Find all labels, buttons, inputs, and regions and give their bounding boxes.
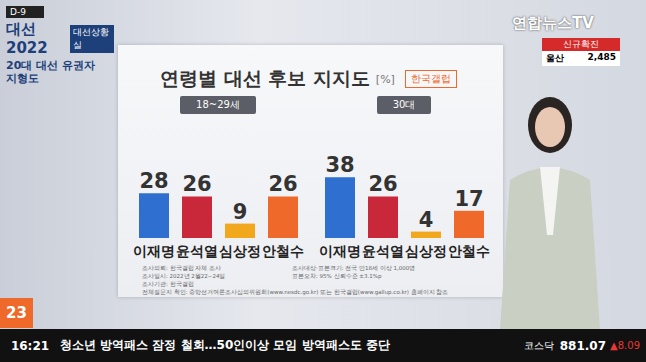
- svg-text:안철수: 안철수: [448, 243, 490, 259]
- html-text:조사일시: 2022년 2월22~24일: 조사일시: 2022년 2월22~24일: [142, 273, 226, 279]
- svg-text:26: 26: [268, 172, 297, 196]
- html-text:20대 대선 유권자 지형도: 20대 대선 유권자 지형도: [6, 59, 95, 85]
- svg-text:이재명: 이재명: [319, 243, 361, 259]
- svg-text:이재명: 이재명: [133, 243, 175, 259]
- html-text:코스닥 881.07 ▲8.09: 코스닥 881.07 ▲8.09: [523, 338, 640, 353]
- html-text:연합뉴스TV: 연합뉴스TV: [512, 14, 594, 32]
- html-text:23: 23: [6, 304, 27, 322]
- svg-text:윤석열: 윤석열: [362, 243, 404, 259]
- html-text:신규확진: 신규확진: [563, 39, 599, 49]
- svg-text:28: 28: [139, 169, 168, 193]
- html-text:대선2022: 대선2022: [6, 20, 48, 57]
- html-text:D-9: D-9: [10, 7, 26, 17]
- svg-text:안철수: 안철수: [262, 243, 304, 259]
- html-text:전체질문지 확인: 중앙선거여론조사심의위원회(www.ne: 전체질문지 확인: 중앙선거여론조사심의위원회(www.nesdc.go.kr)…: [142, 289, 449, 295]
- html-text:울산: 울산: [546, 53, 564, 63]
- svg-text:26: 26: [368, 172, 397, 196]
- svg-text:26: 26: [182, 172, 211, 196]
- html-text:한국갤럽: 한국갤럽: [410, 73, 451, 84]
- html-text:조사대상·표본크기: 전국 만18세 이상 1,000명: 조사대상·표본크기: 전국 만18세 이상 1,000명: [292, 265, 416, 271]
- html-text:2,485: 2,485: [587, 52, 616, 62]
- html-text:표본오차: 95% 신뢰수준 ±3.1%p: 표본오차: 95% 신뢰수준 ±3.1%p: [292, 273, 382, 279]
- svg-text:9: 9: [233, 200, 248, 224]
- svg-text:심상정: 심상정: [219, 243, 261, 259]
- html-text:18~29세: 18~29세: [196, 99, 240, 110]
- svg-text:17: 17: [454, 187, 483, 211]
- html-text:16:21: 16:21: [10, 338, 50, 353]
- svg-text:4: 4: [419, 208, 434, 232]
- html-text:대선상황실: 대선상황실: [72, 26, 109, 50]
- html-text:30대: 30대: [392, 99, 416, 110]
- svg-text:38: 38: [325, 153, 354, 177]
- html-text:조사의뢰: 한국갤럽 자체 조사: 조사의뢰: 한국갤럽 자체 조사: [142, 265, 222, 271]
- html-text:연령별 대선 후보 지지도 [%]: 연령별 대선 후보 지지도 [%]: [160, 67, 395, 89]
- svg-text:심상정: 심상정: [405, 243, 447, 259]
- html-text:청소년 방역패스 잠정 철회…50인이상 모임 방역패스도: 청소년 방역패스 잠정 철회…50인이상 모임 방역패스도 중단: [60, 338, 390, 352]
- svg-text:윤석열: 윤석열: [176, 243, 218, 259]
- html-text:조사기관: 한국갤럽: 조사기관: 한국갤럽: [142, 281, 194, 287]
